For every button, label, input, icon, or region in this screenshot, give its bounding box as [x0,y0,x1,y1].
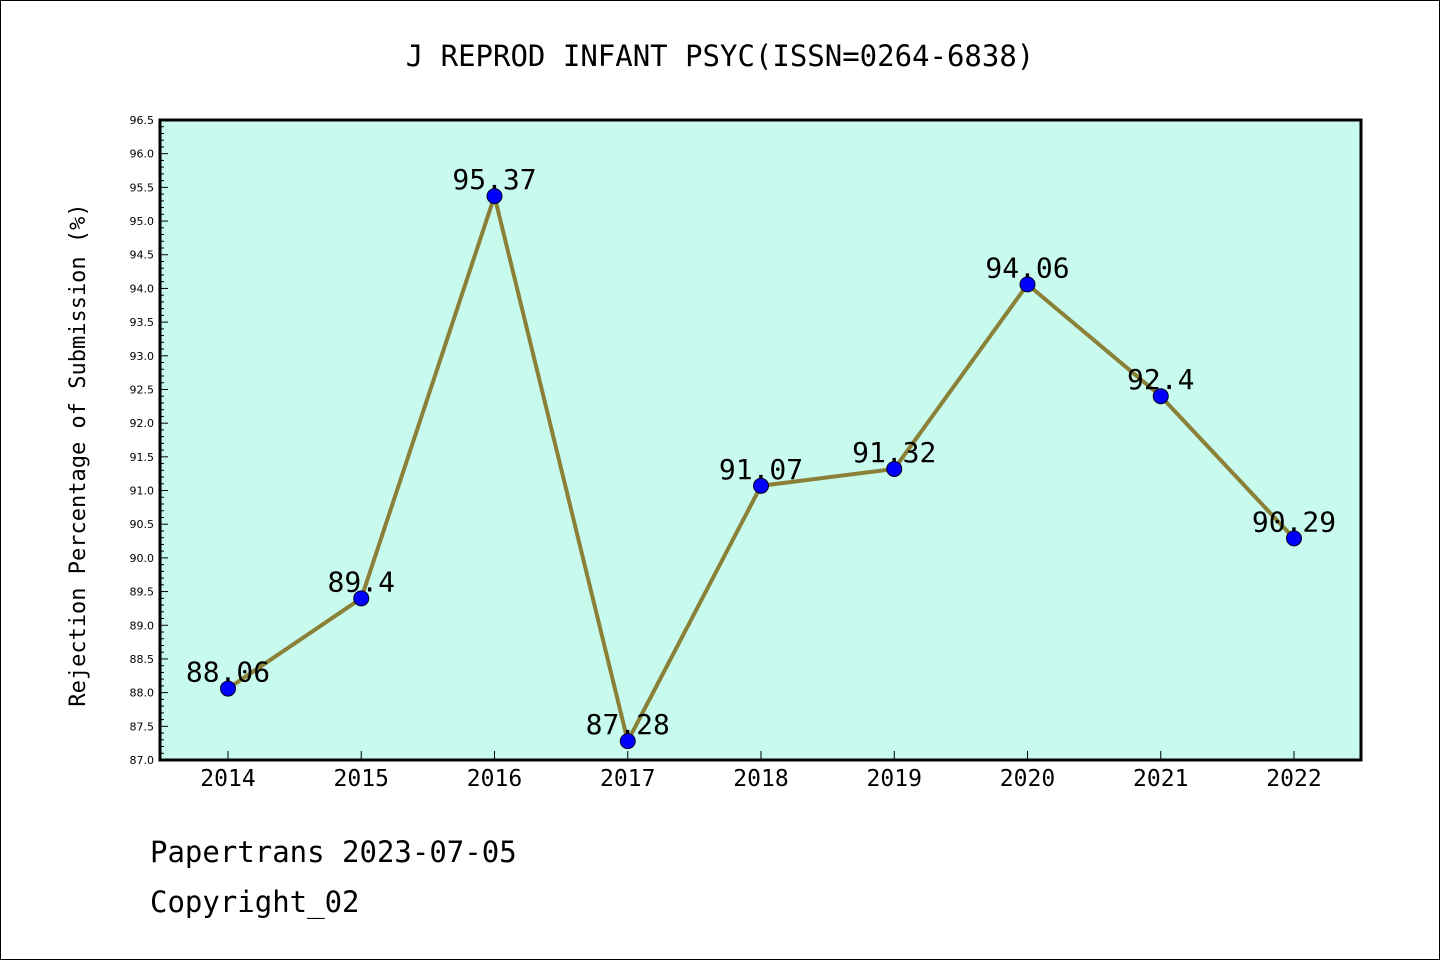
plot-area [160,120,1361,760]
data-label: 95.37 [452,163,536,196]
y-tick-label: 93.5 [130,316,155,329]
y-axis: 87.0 87.5 88.0 88.5 89.0 89.5 90.0 90.5 91.0 91.5… [130,114,168,767]
x-tick-label: 2019 [867,766,922,792]
y-tick-label: 94.5 [130,249,155,262]
y-tick-label: 92.5 [130,383,155,396]
data-labels-group: 88.06 89.4 95.37 87.28 91.07 91.32 94.06 92.4 90… [186,163,1336,741]
chart-title: J REPROD INFANT PSYC(ISSN=0264-6838) [406,39,1035,73]
y-tick-label: 95.5 [130,181,155,194]
data-label: 91.32 [852,436,936,469]
y-tick-label: 91.5 [130,451,155,464]
x-tick-label: 2021 [1133,766,1188,792]
y-tick-label: 88.5 [130,653,155,666]
data-point [1152,388,1169,405]
y-tick-label: 90.5 [130,518,155,531]
data-point [486,188,503,205]
data-label: 90.29 [1252,505,1336,538]
data-point [1286,530,1302,547]
y-axis-label: Rejection Percentage of Submission (%) [66,203,91,706]
footer-copyright: Copyright_02 [150,885,360,919]
data-point [886,460,903,477]
y-tick-label: 89.0 [130,619,155,632]
y-tick-label: 88.0 [130,687,155,700]
data-point [220,680,236,697]
y-tick-label: 93.0 [130,350,155,363]
footer-date: Papertrans 2023-07-05 [150,835,517,869]
y-tick-label: 87.0 [130,754,155,767]
x-tick-label: 2016 [467,766,522,792]
y-tick-label: 91.0 [130,485,155,498]
data-point [353,590,370,607]
plot-border [158,118,1363,762]
x-tick-label: 2022 [1266,766,1321,792]
data-label: 89.4 [328,565,395,598]
y-tick-label: 95.0 [130,215,155,228]
x-tick-label: 2020 [1000,766,1055,792]
data-label: 92.4 [1127,363,1194,396]
data-label: 91.07 [719,453,803,486]
data-label: 94.06 [985,251,1069,284]
y-tick-label: 92.0 [130,417,155,430]
data-label: 88.06 [186,656,270,689]
y-tick-label: 96.0 [130,148,155,161]
markers-group [220,188,1302,750]
data-point [619,733,636,750]
y-tick-label: 89.5 [130,586,155,599]
x-tick-label: 2018 [733,766,788,792]
x-tick-label: 2017 [600,766,655,792]
y-tick-label: 87.5 [130,720,155,733]
data-point [1019,276,1036,293]
data-point [753,477,769,494]
x-tick-label: 2014 [200,766,255,792]
x-tick-label: 2015 [334,766,389,792]
y-tick-label: 94.0 [130,282,155,295]
y-tick-label: 90.0 [130,552,155,565]
data-label: 87.28 [586,708,670,741]
y-tick-label: 96.5 [130,114,155,127]
